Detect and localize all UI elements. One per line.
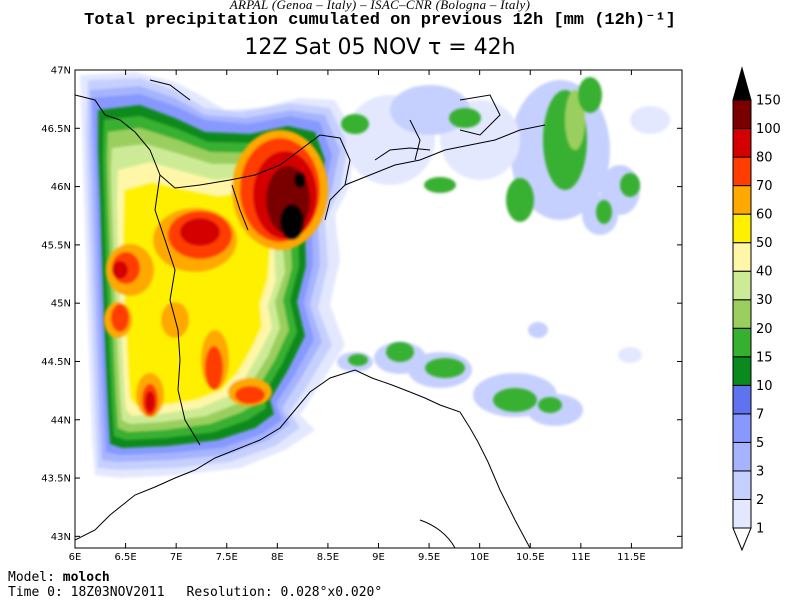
latitude-axis: 43N 43.5N 44N 44.5N 45N 45.5N 46N 46.5N 47N <box>41 66 682 543</box>
lat-tick-label: 44.5N <box>41 357 71 368</box>
time-label: Time 0: <box>8 585 63 600</box>
lon-tick-label: 10.5E <box>516 552 545 563</box>
coastline-borders <box>75 79 546 548</box>
colorbar-level-label: 3 <box>756 464 764 479</box>
model-label: Model: <box>8 570 55 585</box>
colorbar-bin <box>732 384 752 415</box>
colorbar-bin <box>732 99 752 130</box>
colorbar-bin <box>732 327 752 358</box>
lon-tick-label: 6E <box>69 552 82 563</box>
lon-tick-label: 7.5E <box>216 552 238 563</box>
colorbar-level-label: 15 <box>756 350 773 365</box>
colorbar-bin <box>732 441 752 472</box>
colorbar-bin <box>732 128 752 158</box>
lon-tick-label: 9.5E <box>418 552 440 563</box>
model-line: Model: moloch <box>8 570 382 585</box>
colorbar-level-label: 70 <box>756 179 773 194</box>
colorbar-bin <box>732 213 752 244</box>
colorbar-bin <box>732 156 752 187</box>
footer-info: Model: moloch Time 0: 18Z03NOV2011 Resolu… <box>8 570 382 600</box>
lat-tick-label: 47N <box>51 66 71 77</box>
lat-tick-label: 45.5N <box>41 240 71 251</box>
precipitation-field <box>80 72 670 478</box>
colorbar-level-label: 2 <box>756 493 764 508</box>
credit-line: ARPAL (Genoa – Italy) – ISAC–CNR (Bologn… <box>229 0 531 12</box>
lat-tick-label: 43N <box>51 532 71 543</box>
colorbar-level-label: 40 <box>756 265 773 280</box>
colorbar-level-label: 60 <box>756 208 773 223</box>
colorbar-level-label: 7 <box>756 407 764 422</box>
resolution-label: Resolution: <box>186 585 273 600</box>
time-value: 18Z03NOV2011 <box>70 585 165 600</box>
colorbar-level-label: 5 <box>756 436 764 451</box>
lon-tick-label: 8E <box>271 552 284 563</box>
lon-tick-label: 8.5E <box>317 552 339 563</box>
lat-tick-label: 46.5N <box>41 124 71 135</box>
colorbar-level-label: 80 <box>756 151 773 166</box>
colorbar-bin <box>732 356 752 386</box>
colorbar-over-triangle <box>732 66 752 101</box>
lat-tick-label: 44N <box>51 415 71 426</box>
time-line: Time 0: 18Z03NOV2011 Resolution: 0.028°x0… <box>8 585 382 600</box>
lon-tick-label: 6.5E <box>114 552 136 563</box>
resolution-value: 0.028°x0.020° <box>280 585 383 600</box>
colorbar-level-label: 30 <box>756 293 773 308</box>
colorbar-bin <box>732 242 752 272</box>
lon-tick-label: 10E <box>470 552 489 563</box>
colorbar-bin <box>732 270 752 301</box>
lon-tick-label: 9E <box>372 552 385 563</box>
lon-tick-label: 7E <box>170 552 183 563</box>
lon-tick-label: 11.5E <box>617 552 646 563</box>
lat-tick-label: 45N <box>51 299 71 310</box>
colorbar-bin <box>732 185 752 215</box>
colorbar-level-label: 150 <box>756 94 781 109</box>
colorbar-level-label: 20 <box>756 322 773 337</box>
colorbar-legend: 1 2 3 5 7 10 15 20 30 40 50 60 70 80 100 150 <box>732 66 781 552</box>
chart-title: Total precipitation cumulated on previou… <box>84 11 676 30</box>
colorbar-level-label: 1 <box>756 522 764 537</box>
colorbar-level-label: 100 <box>756 122 781 137</box>
valid-time-subtitle: 12Z Sat 05 NOV τ = 42h <box>244 35 516 60</box>
lon-tick-label: 11E <box>571 552 590 563</box>
longitude-axis: 6E 6.5E 7E 7.5E 8E 8.5E 9E 9.5E 10E 10.5E 11E 11.5E <box>69 70 646 563</box>
colorbar-bin <box>732 470 752 500</box>
colorbar-bin <box>732 498 752 529</box>
model-value: moloch <box>62 570 110 585</box>
colorbar-level-label: 10 <box>756 379 773 394</box>
colorbar-bin <box>732 413 752 443</box>
colorbar-level-label: 50 <box>756 236 773 251</box>
lat-tick-label: 43.5N <box>41 474 71 485</box>
colorbar-under-triangle <box>732 527 752 552</box>
colorbar-bin <box>732 299 752 329</box>
lat-tick-label: 46N <box>51 182 71 193</box>
